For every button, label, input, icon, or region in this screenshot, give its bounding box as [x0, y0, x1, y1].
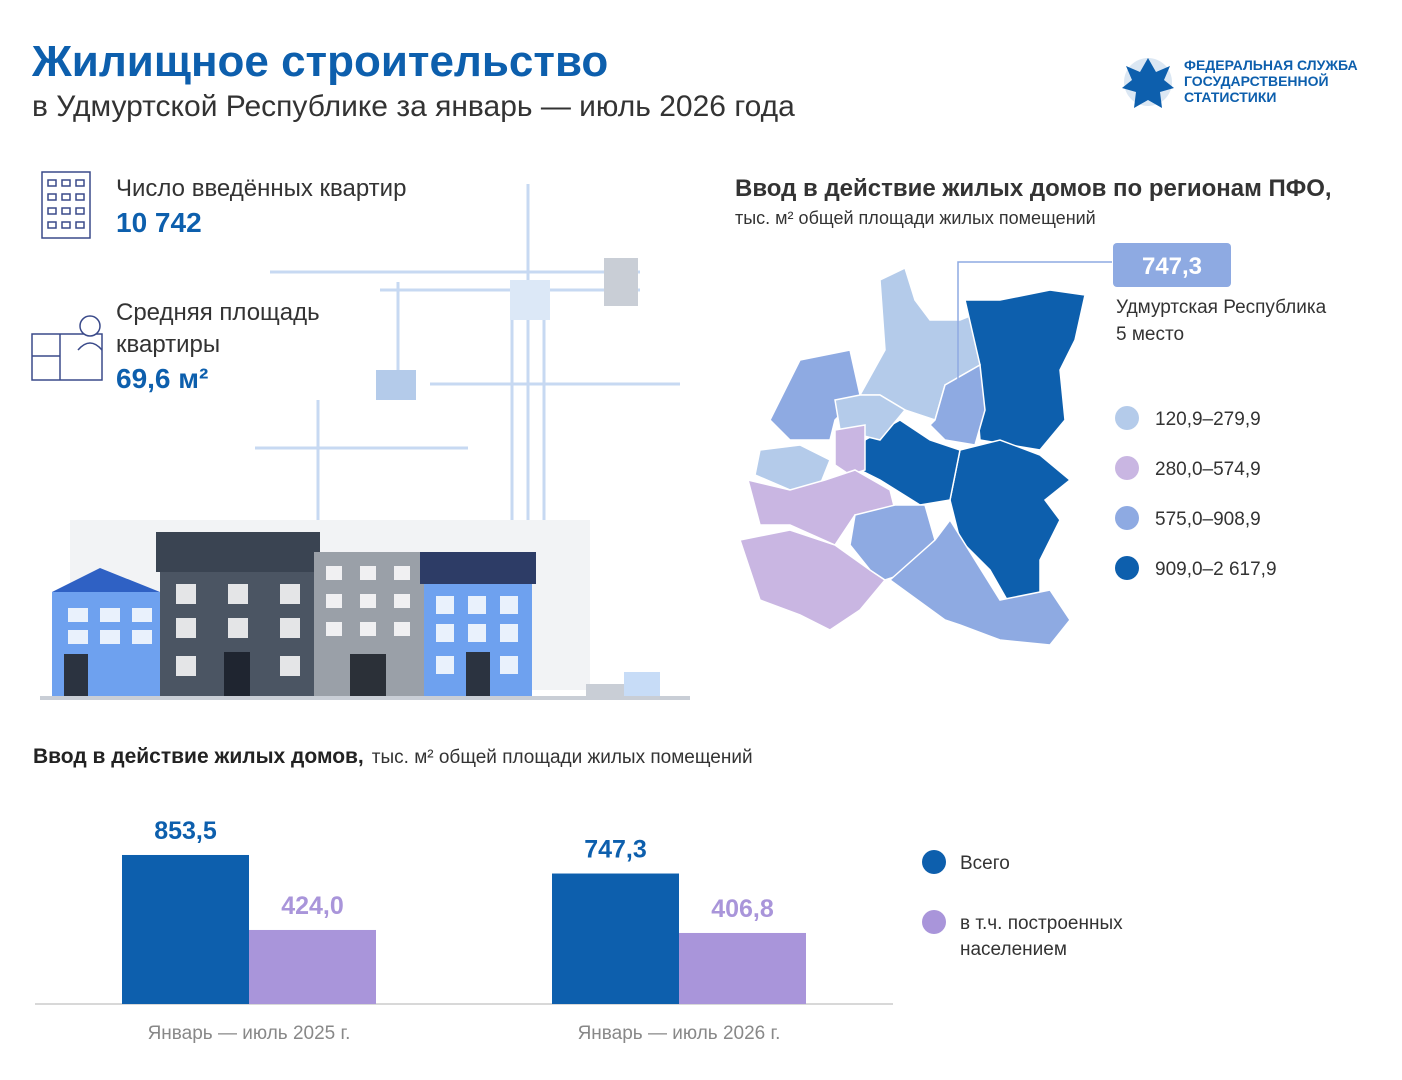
- legend-swatch: [1115, 406, 1139, 430]
- bar: [679, 932, 806, 1004]
- bar: [249, 929, 376, 1004]
- stat-label: Число введённых квартир: [116, 175, 406, 202]
- illustration: [40, 184, 690, 700]
- value-label: 747,3: [584, 836, 647, 864]
- legend-label: 575,0–908,9: [1155, 509, 1261, 530]
- legend-swatch: [1115, 556, 1139, 580]
- legend-line: населением: [960, 939, 1067, 960]
- logo-text: ГОСУДАРСТВЕННОЙ: [1184, 72, 1329, 89]
- legend-label: Всего: [960, 853, 1010, 874]
- stat-label: Средняя площадь: [116, 299, 320, 326]
- chart-subtitle: тыс. м² общей площади жилых помещений: [372, 747, 753, 768]
- legend-label: 909,0–2 617,9: [1155, 559, 1277, 580]
- legend-label: 120,9–279,9: [1155, 409, 1261, 430]
- region: [739, 529, 887, 631]
- callout-line: [957, 261, 1112, 430]
- callout-box: [1113, 243, 1231, 287]
- region: [834, 424, 866, 476]
- bar-chart: 853,5 424,0 Январь — июль 2025 г. 747,3 406,…: [35, 817, 1123, 1044]
- stat-value: 69,6 м²: [116, 363, 208, 394]
- map-title: Ввод в действие жилых домов по регионам …: [735, 175, 1332, 202]
- stat-label: квартиры: [116, 331, 220, 358]
- bar: [122, 854, 249, 1004]
- logo-text: СТАТИСТИКИ: [1184, 89, 1276, 105]
- map-legend: 120,9–279,9 280,0–574,9 575,0–908,9 909,0–2…: [1115, 406, 1277, 580]
- callout-region: Удмуртская Республика: [1116, 297, 1327, 318]
- value-label: 424,0: [281, 892, 344, 920]
- region: [859, 419, 961, 506]
- callout-value: 747,3: [1142, 253, 1202, 280]
- page-title: Жилищное строительство: [31, 37, 608, 86]
- value-label: 406,8: [711, 895, 774, 923]
- bar: [552, 873, 679, 1004]
- chart-title: Ввод в действие жилых домов,: [33, 745, 364, 768]
- legend-swatch: [1115, 456, 1139, 480]
- region: [964, 289, 1086, 451]
- legend-label: 280,0–574,9: [1155, 459, 1261, 480]
- plan-icon: [31, 315, 103, 381]
- legend-line: в т.ч. построенных: [960, 913, 1123, 934]
- stat-value: 10 742: [116, 207, 202, 238]
- callout-rank: 5 место: [1116, 324, 1184, 345]
- legend-swatch: [922, 850, 946, 874]
- x-tick-label: Январь — июль 2025 г.: [148, 1023, 351, 1044]
- x-tick-label: Январь — июль 2026 г.: [578, 1023, 781, 1044]
- map: [739, 266, 1086, 646]
- logo-text: ФЕДЕРАЛЬНАЯ СЛУЖБА: [1184, 57, 1358, 73]
- legend-swatch: [1115, 506, 1139, 530]
- legend-label: в т.ч. построенных населением: [960, 913, 1123, 960]
- region: [888, 518, 1071, 646]
- page-subtitle: в Удмуртской Республике за январь — июль…: [32, 90, 795, 123]
- logo: ФЕДЕРАЛЬНАЯ СЛУЖБА ГОСУДАРСТВЕННОЙ СТАТИ…: [1122, 57, 1358, 108]
- map-subtitle: тыс. м² общей площади жилых помещений: [735, 208, 1096, 228]
- building-icon: [41, 171, 91, 239]
- value-label: 853,5: [154, 817, 217, 845]
- legend-swatch: [922, 910, 946, 934]
